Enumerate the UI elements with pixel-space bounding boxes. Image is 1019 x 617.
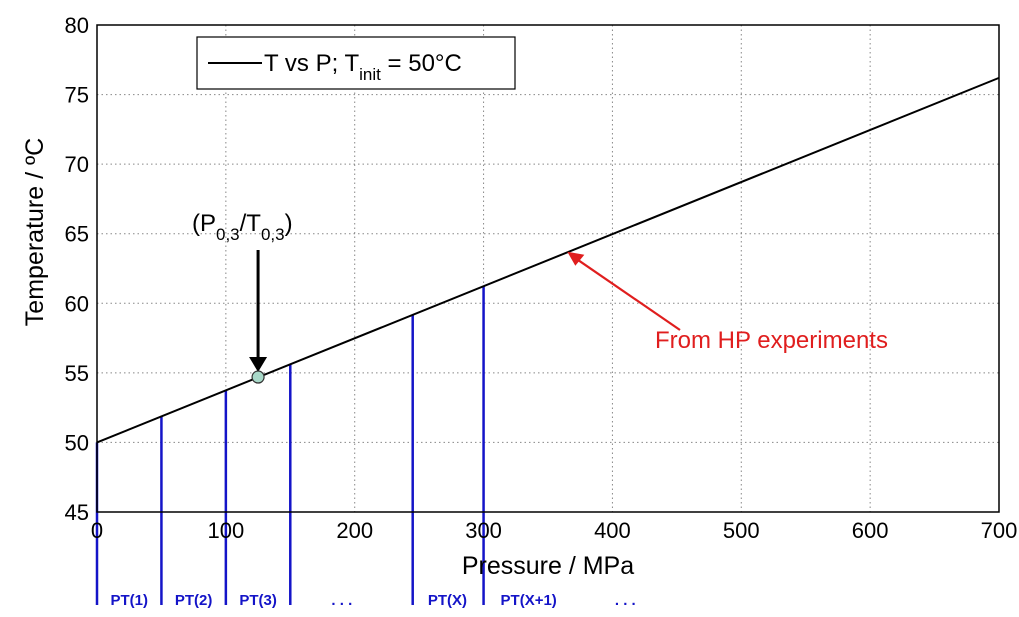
y-tick-label: 65 (65, 222, 89, 247)
annotation-arrow-head (567, 251, 585, 266)
y-tick-label: 45 (65, 500, 89, 525)
tick-labels: 0 100 200 300 400 500 600 700 45 50 55 60 65 70 75 80 (65, 13, 1018, 543)
pt-label: PT(3) (239, 592, 277, 609)
pt-label: PT(X+1) (501, 592, 557, 609)
x-axis-label: Pressure / MPa (462, 552, 634, 580)
x-tick-label: 400 (594, 518, 631, 543)
pt-labels: PT(1) PT(2) PT(3) . . . PT(X) PT(X+1) . . . (110, 592, 635, 609)
marker-arrow-head (249, 357, 268, 373)
annotation-text: From HP experiments (655, 327, 888, 354)
y-tick-label: 60 (65, 291, 89, 316)
legend-label: T vs P; Tinit = 50°C (264, 50, 462, 84)
y-tick-label: 80 (65, 13, 89, 38)
legend: T vs P; Tinit = 50°C (196, 36, 516, 90)
x-tick-label: 500 (723, 518, 760, 543)
series-lines (96, 76, 1000, 444)
marker-label: (P0,3/T0,3) (192, 210, 293, 244)
y-tick-label: 55 (65, 361, 89, 386)
pt-label: . . . (331, 592, 352, 609)
x-tick-label: 600 (852, 518, 889, 543)
x-tick-label: 0 (91, 518, 103, 543)
y-tick-label: 75 (65, 83, 89, 108)
pt-label: . . . (615, 592, 636, 609)
pt-label: PT(X) (428, 592, 467, 609)
grid-lines (97, 25, 999, 512)
x-tick-label: 700 (981, 518, 1018, 543)
annotation-arrow-line (575, 257, 681, 331)
x-tick-label: 300 (465, 518, 502, 543)
pt-label: PT(2) (175, 592, 213, 609)
x-tick-label: 200 (336, 518, 373, 543)
legend-box (196, 36, 516, 90)
series-line (96, 76, 1000, 444)
marker-point (251, 370, 265, 384)
y-axis-label: Temperature / ºC (21, 138, 49, 326)
marker-point-group: (P0,3/T0,3) (192, 210, 293, 384)
x-tick-label: 100 (207, 518, 244, 543)
pt-label: PT(1) (110, 592, 148, 609)
y-tick-label: 50 (65, 430, 89, 455)
y-tick-label: 70 (65, 152, 89, 177)
annotation-group: From HP experiments (567, 251, 888, 354)
plot-frame (96, 24, 1000, 513)
